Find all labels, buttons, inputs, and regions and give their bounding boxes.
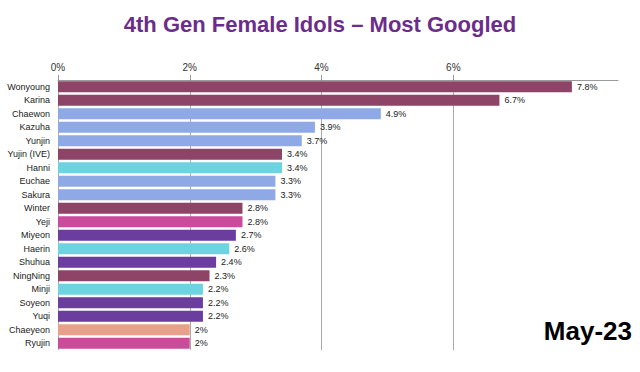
- svg-text:Soyeon: Soyeon: [19, 298, 50, 308]
- svg-text:3.4%: 3.4%: [287, 163, 308, 173]
- svg-text:2.4%: 2.4%: [221, 257, 242, 267]
- svg-text:2.2%: 2.2%: [208, 311, 229, 321]
- svg-text:2.8%: 2.8%: [247, 203, 268, 213]
- svg-text:3.3%: 3.3%: [280, 176, 301, 186]
- svg-text:Euchae: Euchae: [19, 176, 50, 186]
- svg-text:6%: 6%: [446, 62, 461, 73]
- svg-text:Shuhua: Shuhua: [19, 257, 50, 267]
- svg-text:3.3%: 3.3%: [280, 190, 301, 200]
- svg-text:2%: 2%: [195, 325, 208, 335]
- svg-text:2%: 2%: [195, 338, 208, 348]
- svg-text:3.7%: 3.7%: [307, 136, 328, 146]
- svg-text:Hanni: Hanni: [26, 163, 50, 173]
- svg-text:Miyeon: Miyeon: [21, 230, 50, 240]
- svg-text:2.2%: 2.2%: [208, 298, 229, 308]
- svg-text:4th Gen Female Idols – Most Go: 4th Gen Female Idols – Most Googled: [124, 12, 516, 37]
- svg-text:NingNing: NingNing: [13, 271, 50, 281]
- svg-text:3.9%: 3.9%: [320, 122, 341, 132]
- svg-text:2.6%: 2.6%: [234, 244, 255, 254]
- svg-text:6.7%: 6.7%: [504, 95, 525, 105]
- svg-text:Yuqi: Yuqi: [32, 311, 50, 321]
- svg-text:Sakura: Sakura: [21, 190, 50, 200]
- svg-text:Yeji: Yeji: [36, 217, 50, 227]
- svg-text:2%: 2%: [183, 62, 198, 73]
- svg-text:Karina: Karina: [24, 95, 50, 105]
- svg-text:Kazuha: Kazuha: [19, 122, 50, 132]
- svg-text:Wonyoung: Wonyoung: [7, 82, 50, 92]
- svg-text:3.4%: 3.4%: [287, 149, 308, 159]
- svg-text:Chaeyeon: Chaeyeon: [9, 325, 50, 335]
- svg-text:4.9%: 4.9%: [386, 109, 407, 119]
- svg-text:Ryujin: Ryujin: [25, 338, 50, 348]
- svg-text:Chaewon: Chaewon: [12, 109, 50, 119]
- svg-text:0%: 0%: [51, 62, 66, 73]
- svg-text:2.7%: 2.7%: [241, 230, 262, 240]
- svg-text:Yujin (IVE): Yujin (IVE): [7, 149, 50, 159]
- svg-text:May-23: May-23: [544, 316, 632, 346]
- svg-text:Haerin: Haerin: [23, 244, 50, 254]
- svg-text:2.8%: 2.8%: [247, 217, 268, 227]
- svg-text:4%: 4%: [314, 62, 329, 73]
- svg-text:7.8%: 7.8%: [577, 82, 598, 92]
- svg-text:Minji: Minji: [31, 284, 50, 294]
- svg-text:2.3%: 2.3%: [215, 271, 236, 281]
- svg-text:Winter: Winter: [24, 203, 50, 213]
- svg-text:Yunjin: Yunjin: [25, 136, 50, 146]
- svg-text:2.2%: 2.2%: [208, 284, 229, 294]
